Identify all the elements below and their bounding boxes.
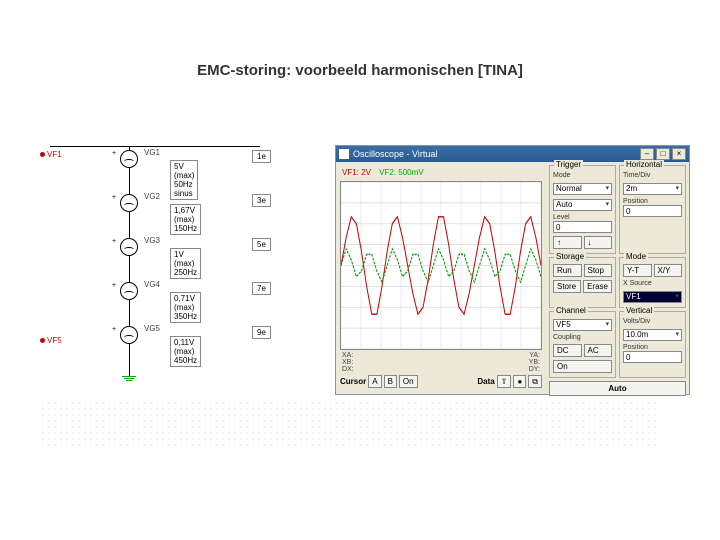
control-panel: Trigger Mode Normal Auto Level ↑ ↓ Horiz…	[546, 162, 689, 394]
trigger-source-select[interactable]: Auto	[553, 199, 612, 211]
vert-pos-input[interactable]	[623, 351, 682, 363]
ground-symbol	[122, 376, 136, 381]
storage-group: Storage Run Stop Store Erase	[549, 257, 616, 308]
cursor-a-button[interactable]: A	[368, 375, 381, 388]
window-title: Oscilloscope - Virtual	[353, 149, 638, 159]
trigger-falling-button[interactable]: ↓	[584, 236, 613, 249]
plot-legend: VF1: 2V VF2: 500mV	[340, 166, 542, 179]
vertical-group: Vertical Volts/Div 10.0m Position	[619, 311, 686, 378]
cursor-data-row: Cursor A B On Data ⇪ ● ⧉	[340, 373, 542, 390]
top-wire	[50, 146, 260, 147]
export-icon[interactable]: ⇪	[497, 375, 512, 388]
trigger-mode-select[interactable]: Normal	[553, 183, 612, 195]
channel-on-button[interactable]: On	[553, 360, 612, 373]
schematic-area: VF1 VF5 +VG15V (max) 50Hz sinus+VG21,67V…	[40, 150, 320, 430]
probe-vf5: VF5	[40, 336, 62, 345]
plot-readout: XA:YA:	[340, 352, 542, 359]
cursor-b-button[interactable]: B	[384, 375, 397, 388]
pin-3e: 3e	[252, 194, 271, 207]
channel-select[interactable]: VF5	[553, 319, 612, 331]
timediv-select[interactable]: 2m	[623, 183, 682, 195]
mode-yt-button[interactable]: Y-T	[623, 264, 652, 277]
auto-button[interactable]: Auto	[549, 381, 686, 396]
store-button[interactable]: Store	[553, 280, 581, 293]
xsource-select[interactable]: VF1	[623, 291, 682, 303]
trigger-group: Trigger Mode Normal Auto Level ↑ ↓	[549, 165, 616, 254]
legend-ch1: VF1: 2V	[342, 168, 371, 177]
erase-button[interactable]: Erase	[583, 280, 612, 293]
coupling-ac-button[interactable]: AC	[584, 344, 613, 357]
record-icon[interactable]: ●	[513, 375, 526, 388]
close-button[interactable]: ×	[672, 148, 686, 160]
coupling-dc-button[interactable]: DC	[553, 344, 582, 357]
run-button[interactable]: Run	[553, 264, 582, 277]
app-icon	[339, 149, 349, 159]
trigger-rising-button[interactable]: ↑	[553, 236, 582, 249]
horizontal-group: Horizontal Time/Div 2m Position	[619, 165, 686, 254]
pin-9e: 9e	[252, 326, 271, 339]
stop-button[interactable]: Stop	[584, 264, 613, 277]
mode-group: Mode Y-T X/Y X Source VF1	[619, 257, 686, 308]
oscilloscope-window: Oscilloscope - Virtual – □ × VF1: 2V VF2…	[335, 145, 690, 395]
maximize-button[interactable]: □	[656, 148, 670, 160]
plot-panel: VF1: 2V VF2: 500mV XA:YA: XB:YB: DX:DY: …	[336, 162, 546, 394]
pin-5e: 5e	[252, 238, 271, 251]
dot-grid	[40, 400, 660, 450]
pin-1e: 1e	[252, 150, 271, 163]
minimize-button[interactable]: –	[640, 148, 654, 160]
voltsdiv-select[interactable]: 10.0m	[623, 329, 682, 341]
probe-vf1: VF1	[40, 150, 62, 159]
legend-ch2: VF2: 500mV	[379, 168, 423, 177]
channel-group: Channel VF5 Coupling DC AC On	[549, 311, 616, 378]
cursor-on-button[interactable]: On	[399, 375, 418, 388]
page-title: EMC-storing: voorbeeld harmonischen [TIN…	[0, 62, 720, 79]
data-label: Data	[477, 377, 494, 386]
cursor-label: Cursor	[340, 377, 366, 386]
plot-readout2: XB:YB:	[340, 359, 542, 366]
chart-icon[interactable]: ⧉	[528, 375, 542, 388]
trigger-level-input[interactable]	[553, 221, 612, 233]
mode-xy-button[interactable]: X/Y	[654, 264, 683, 277]
plot-readout3: DX:DY:	[340, 366, 542, 373]
pin-7e: 7e	[252, 282, 271, 295]
oscilloscope-plot[interactable]	[340, 181, 542, 350]
horiz-pos-input[interactable]	[623, 205, 682, 217]
